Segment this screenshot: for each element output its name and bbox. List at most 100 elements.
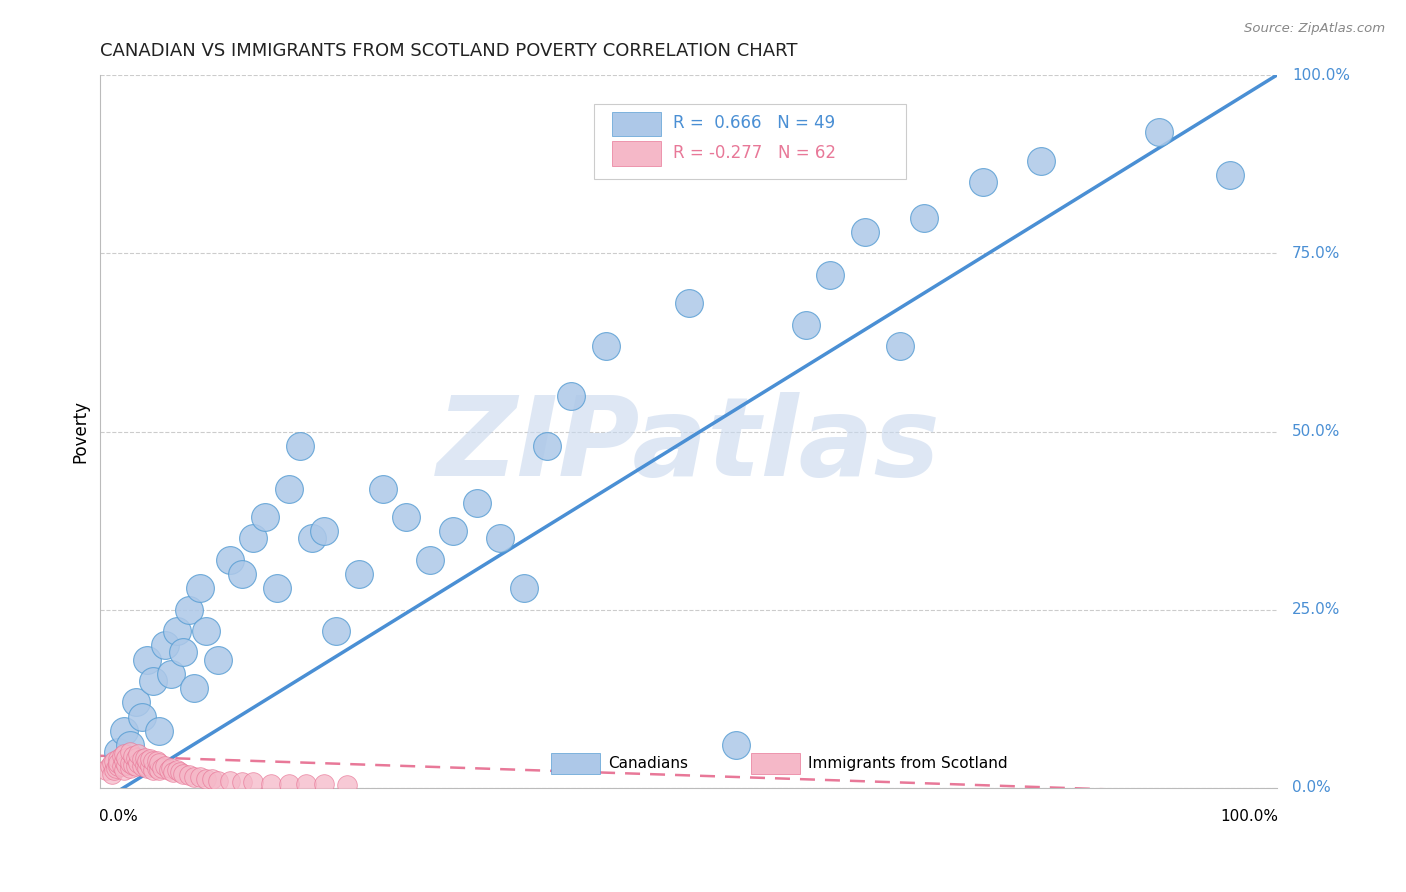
Point bbox=[122, 758, 145, 772]
Point bbox=[112, 723, 135, 738]
Point bbox=[160, 666, 183, 681]
Point bbox=[134, 758, 156, 772]
FancyBboxPatch shape bbox=[551, 753, 600, 773]
Point bbox=[371, 482, 394, 496]
Point bbox=[98, 759, 121, 773]
Point bbox=[142, 754, 165, 768]
Text: 100.0%: 100.0% bbox=[1292, 68, 1350, 83]
Point bbox=[513, 582, 536, 596]
Point bbox=[112, 754, 135, 768]
Point bbox=[972, 175, 994, 189]
Text: 100.0%: 100.0% bbox=[1220, 809, 1278, 824]
Point bbox=[131, 759, 153, 773]
Point bbox=[312, 524, 335, 539]
Point bbox=[395, 510, 418, 524]
Point bbox=[118, 745, 141, 759]
Point bbox=[112, 747, 135, 761]
Point bbox=[160, 761, 183, 775]
Point bbox=[131, 709, 153, 723]
Point bbox=[465, 496, 488, 510]
Point bbox=[127, 747, 149, 761]
Point bbox=[127, 756, 149, 770]
Point bbox=[1219, 168, 1241, 182]
Text: 0.0%: 0.0% bbox=[100, 809, 138, 824]
Point bbox=[347, 567, 370, 582]
Point bbox=[131, 752, 153, 766]
Point bbox=[142, 763, 165, 777]
Point bbox=[115, 758, 138, 772]
Point bbox=[201, 772, 224, 787]
Point bbox=[195, 772, 218, 787]
Point bbox=[148, 723, 170, 738]
Point bbox=[136, 761, 159, 775]
Point bbox=[231, 567, 253, 582]
Point bbox=[110, 759, 132, 773]
Point bbox=[195, 624, 218, 638]
Point bbox=[142, 673, 165, 688]
Text: Immigrants from Scotland: Immigrants from Scotland bbox=[808, 756, 1008, 771]
Point bbox=[301, 532, 323, 546]
Point bbox=[818, 268, 841, 282]
Point bbox=[172, 645, 194, 659]
Point bbox=[104, 761, 127, 775]
Point bbox=[124, 759, 146, 773]
Text: 25.0%: 25.0% bbox=[1292, 602, 1340, 617]
Point bbox=[912, 211, 935, 225]
Text: 50.0%: 50.0% bbox=[1292, 424, 1340, 439]
Point bbox=[794, 318, 817, 332]
Point bbox=[188, 770, 211, 784]
Point bbox=[162, 765, 184, 780]
FancyBboxPatch shape bbox=[751, 753, 800, 773]
Point bbox=[166, 763, 188, 777]
Point bbox=[153, 638, 176, 652]
Point bbox=[146, 761, 169, 775]
Point bbox=[124, 751, 146, 765]
Point bbox=[536, 439, 558, 453]
Point bbox=[183, 681, 205, 695]
Point bbox=[207, 652, 229, 666]
Point bbox=[118, 738, 141, 752]
Point bbox=[107, 756, 129, 770]
Text: R = -0.277   N = 62: R = -0.277 N = 62 bbox=[673, 144, 837, 161]
Point bbox=[595, 339, 617, 353]
Point bbox=[177, 768, 200, 782]
FancyBboxPatch shape bbox=[612, 142, 661, 166]
Point bbox=[290, 439, 312, 453]
Point bbox=[889, 339, 911, 353]
Point bbox=[325, 624, 347, 638]
Point bbox=[139, 759, 162, 773]
Point bbox=[134, 751, 156, 765]
Point bbox=[242, 532, 264, 546]
Point bbox=[112, 763, 135, 777]
Point bbox=[188, 582, 211, 596]
Point bbox=[101, 756, 124, 770]
Point bbox=[419, 553, 441, 567]
Text: 0.0%: 0.0% bbox=[1292, 780, 1330, 796]
Point bbox=[136, 652, 159, 666]
Point bbox=[183, 770, 205, 784]
Point bbox=[139, 752, 162, 766]
FancyBboxPatch shape bbox=[595, 103, 905, 178]
Point bbox=[122, 748, 145, 763]
Point bbox=[177, 603, 200, 617]
Point bbox=[441, 524, 464, 539]
Point bbox=[218, 773, 240, 788]
Point bbox=[153, 759, 176, 773]
Point bbox=[148, 763, 170, 777]
Point bbox=[157, 763, 180, 777]
Point bbox=[295, 777, 318, 791]
Point bbox=[853, 225, 876, 239]
Point bbox=[107, 759, 129, 773]
Point bbox=[96, 763, 118, 777]
Point bbox=[169, 765, 191, 780]
Point bbox=[312, 777, 335, 791]
Text: ZIPatlas: ZIPatlas bbox=[437, 392, 941, 500]
Point bbox=[146, 754, 169, 768]
Point bbox=[207, 773, 229, 788]
Point bbox=[172, 766, 194, 780]
Point bbox=[1147, 125, 1170, 139]
Point bbox=[110, 748, 132, 763]
Point bbox=[489, 532, 512, 546]
Point bbox=[101, 766, 124, 780]
Point bbox=[166, 624, 188, 638]
